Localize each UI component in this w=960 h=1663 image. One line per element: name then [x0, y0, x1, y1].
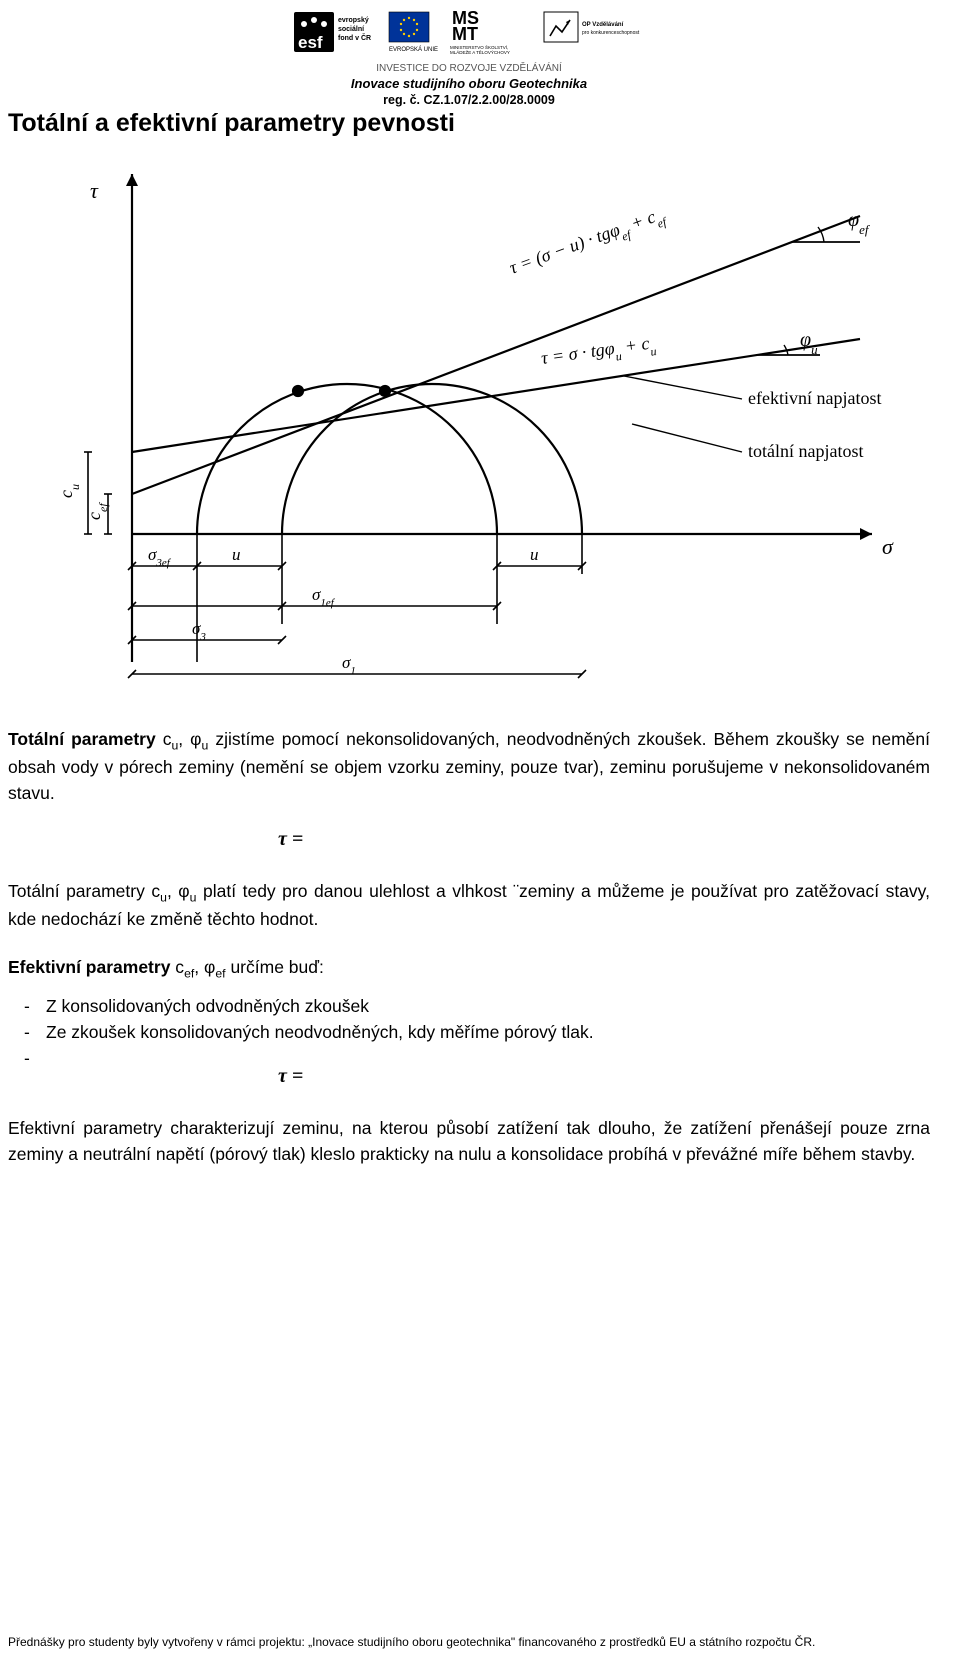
svg-text:efektivní napjatost: efektivní napjatost	[748, 388, 881, 408]
svg-text:φef: φef	[848, 209, 871, 237]
svg-text:cu: cu	[56, 484, 82, 498]
header-caption: INVESTICE DO ROZVOJE VZDĚLÁVÁNÍ	[8, 63, 930, 74]
svg-text:MT: MT	[452, 24, 478, 44]
eu-label: EVROPSKÁ UNIE	[389, 46, 438, 53]
page-title: Totální a efektivní parametry pevnosti	[8, 109, 930, 138]
svg-text:esf: esf	[298, 33, 323, 52]
header-reg: reg. č. CZ.1.07/2.2.00/28.0009	[8, 93, 930, 107]
svg-text:τ = σ · tgφu + cu: τ = σ · tgφu + cu	[540, 332, 658, 374]
para-3: Efektivní parametry cef, φef určíme buď:	[8, 955, 930, 983]
tau-eq-2: τ =	[278, 1065, 930, 1088]
svg-text:τ = (σ − u) · tgφef + cef: τ = (σ − u) · tgφef + cef	[507, 203, 670, 284]
esf-bot: fond v ČR	[338, 33, 371, 42]
para-4: Efektivní parametry charakterizují zemin…	[8, 1116, 930, 1167]
tau-axis-label: τ	[90, 178, 99, 203]
svg-text:OP Vzdělávání: OP Vzdělávání	[582, 22, 624, 28]
mohr-svg: τ σ τ = (σ − u) · tgφef + cef τ = σ · tg…	[12, 154, 922, 694]
header-project: Inovace studijního oboru Geotechnika	[8, 76, 930, 91]
para-1: Totální parametry cu, φu zjistíme pomocí…	[8, 727, 930, 806]
svg-text:pro konkurenceschopnost: pro konkurenceschopnost	[582, 30, 640, 36]
esf-mid: sociální	[338, 26, 365, 33]
bullet-2: Ze zkoušek konsolidovaných neodvodněných…	[46, 1019, 930, 1045]
svg-text:totální napjatost: totální napjatost	[748, 441, 863, 461]
bullet-1: Z konsolidovaných odvodněných zkoušek	[46, 993, 930, 1019]
body-text: Totální parametry cu, φu zjistíme pomocí…	[8, 727, 930, 1167]
sigma-axis-label: σ	[882, 534, 894, 559]
svg-text:u: u	[232, 545, 241, 564]
svg-text:φu: φu	[800, 329, 818, 357]
header-logos: esf evropský sociální fond v ČR EVROPSKÁ…	[8, 10, 930, 61]
bullet-list: Z konsolidovaných odvodněných zkoušek Ze…	[8, 993, 930, 1046]
svg-text:u: u	[530, 545, 539, 564]
footer: Přednášky pro studenty byly vytvořeny v …	[8, 1635, 930, 1649]
esf-top: evropský	[338, 17, 369, 24]
mohr-figure: τ σ τ = (σ − u) · tgφef + cef τ = σ · tg…	[12, 154, 922, 699]
logo-strip: esf evropský sociální fond v ČR EVROPSKÁ…	[294, 10, 644, 56]
svg-text:MLÁDEŽE A TĚLOVÝCHOVY: MLÁDEŽE A TĚLOVÝCHOVY	[450, 48, 510, 55]
para-2: Totální parametry cu, φu platí tedy pro …	[8, 879, 930, 933]
page: esf evropský sociální fond v ČR EVROPSKÁ…	[0, 0, 960, 1663]
tau-eq-1: τ =	[278, 828, 930, 851]
